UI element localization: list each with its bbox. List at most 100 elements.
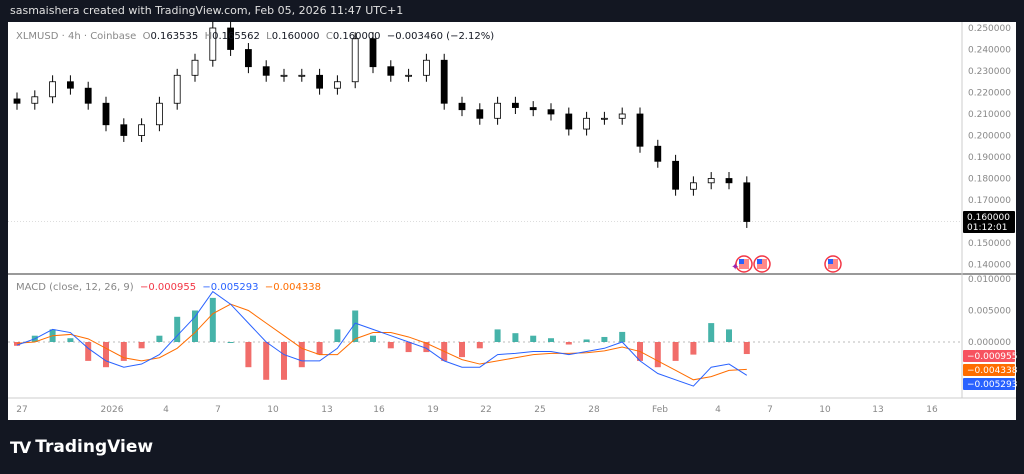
time-tick: Feb [652, 405, 668, 415]
candle-body [405, 74, 413, 77]
candle-body [369, 38, 377, 68]
change-value: −0.003460 (−2.12%) [386, 31, 495, 42]
price-tag-bg [963, 211, 1015, 233]
candle-body [583, 117, 590, 130]
symbol-label[interactable]: XLMUSD · 4h · Coinbase [16, 31, 137, 42]
open-value: 0.163535 [150, 31, 199, 42]
price-tick: 0.140000 [968, 261, 1011, 271]
candle-body [618, 113, 626, 119]
low-value: 0.160000 [271, 31, 320, 42]
time-tick: 7 [215, 405, 221, 415]
open-label: O [142, 31, 151, 42]
time-tick: 27 [16, 405, 27, 415]
candle-body [173, 74, 181, 104]
candle-body [227, 27, 235, 50]
macd-hist-tag-bg [963, 350, 1015, 362]
macd-histogram-bar [672, 342, 679, 361]
candle-body [280, 74, 288, 77]
candle-body [440, 59, 448, 104]
tv-logo-icon: TV [10, 437, 31, 457]
tradingview-logo: TV TradingView [10, 437, 153, 457]
price-tick: 0.220000 [968, 89, 1011, 99]
macd-histogram-bar [654, 342, 661, 368]
macd-histogram-bar [476, 342, 483, 349]
price-tag: 0.160000 [967, 213, 1010, 223]
time-tick: 13 [872, 405, 883, 415]
high-label: H [204, 31, 213, 42]
time-tick: 19 [427, 405, 439, 415]
us-flag-icon [753, 255, 771, 273]
time-tick: 7 [767, 405, 773, 415]
candle-body [351, 38, 359, 83]
low-label: L [266, 31, 272, 42]
candle-body [120, 124, 128, 136]
time-tick: 28 [588, 405, 600, 415]
macd-histogram-bar [619, 331, 626, 342]
price-tick: 0.190000 [968, 153, 1011, 163]
macd-histogram-bar [512, 333, 519, 342]
candle-body [743, 182, 751, 222]
macd-histogram-bar [67, 338, 74, 342]
macd-histogram-bar [334, 329, 341, 342]
price-tick: 0.150000 [968, 239, 1011, 249]
macd-signal-value: −0.004338 [264, 282, 321, 293]
candle-body [316, 74, 324, 89]
macd-histogram-bar [120, 342, 127, 361]
macd-hist-tag: −0.000955 [967, 352, 1017, 362]
event-star-icon: ✦ [731, 262, 739, 273]
candle-body [512, 102, 519, 108]
time-tick: 10 [819, 405, 831, 415]
high-value: 0.165562 [212, 31, 260, 42]
flag-canton [828, 259, 833, 264]
attribution: sasmaishera created with TradingView.com… [10, 4, 404, 17]
macd-histogram-bar [14, 342, 20, 346]
candle-body [387, 66, 395, 76]
candle-body [601, 117, 608, 120]
macd-histogram-bar [387, 342, 394, 349]
macd-line [16, 290, 748, 387]
candle-body [102, 102, 110, 126]
time-tick: 16 [926, 405, 938, 415]
price-tick: 0.180000 [968, 175, 1011, 185]
time-tick: 4 [715, 405, 721, 415]
macd-histogram-bar [209, 297, 216, 342]
candle-body [725, 178, 733, 184]
macd-histogram-bar [352, 310, 359, 342]
candle-body [547, 109, 555, 115]
logo-text: TradingView [35, 437, 154, 457]
candle-body [49, 81, 56, 98]
macd-histogram-bar [423, 342, 430, 353]
time-tick: 25 [534, 405, 545, 415]
price-tick: 0.200000 [968, 132, 1011, 142]
macd-line-value: −0.005293 [202, 282, 259, 293]
macd-legend: MACD (close, 12, 26, 9) −0.000955 −0.005… [16, 282, 321, 293]
time-tick: 16 [373, 405, 385, 415]
candle-body [458, 102, 466, 111]
macd-histogram-bar [174, 316, 181, 342]
flag-canton [739, 259, 744, 264]
candle-body [690, 182, 697, 190]
candle-body [565, 113, 573, 130]
us-flag-icon [735, 255, 753, 273]
candle-body [155, 102, 163, 126]
time-tick: 4 [163, 405, 169, 415]
candle-body [244, 49, 252, 68]
macd-title[interactable]: MACD (close, 12, 26, 9) [16, 282, 134, 293]
macd-histogram-bar [565, 342, 572, 345]
candle-body [209, 27, 217, 61]
macd-histogram-bar [708, 323, 715, 342]
price-tick: 0.210000 [968, 110, 1011, 120]
macd-histogram-bar [85, 342, 92, 361]
price-tick: 0.230000 [968, 67, 1011, 77]
candle-body [707, 178, 715, 184]
macd-hist-value: −0.000955 [139, 282, 197, 293]
macd-tick: 0.010000 [968, 275, 1011, 285]
macd-histogram-bar [726, 329, 732, 342]
macd-histogram-bar [583, 339, 590, 342]
macd-tag-bg [963, 378, 1015, 390]
close-label: C [325, 31, 333, 42]
us-flag-icon [824, 255, 842, 273]
candle-body [636, 113, 644, 147]
macd-histogram-bar [743, 342, 750, 355]
